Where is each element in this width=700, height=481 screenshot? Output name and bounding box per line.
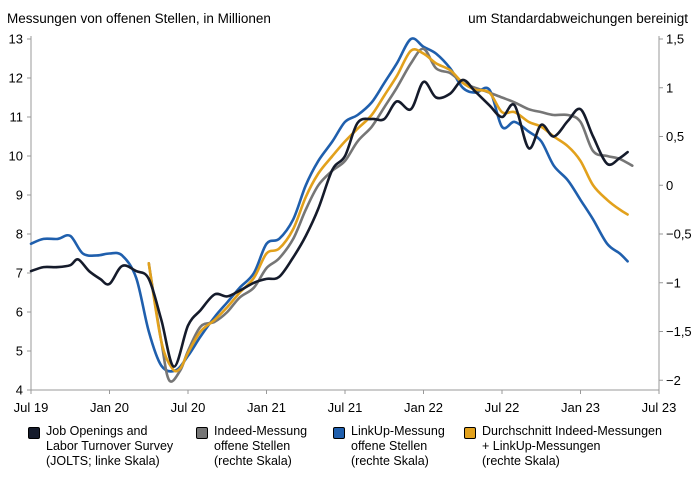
legend-label-avg: Durchschnitt Indeed-Messungen + LinkUp-M… xyxy=(482,424,662,468)
right-tick-label: −1 xyxy=(666,275,681,290)
right-tick-label: 1,5 xyxy=(666,32,684,47)
right-tick-label: 1 xyxy=(666,80,673,95)
x-tick-label: Jul 21 xyxy=(328,400,363,415)
legend-swatch-indeed xyxy=(196,427,208,439)
legend-swatch-linkup xyxy=(333,427,345,439)
series-line-avg xyxy=(147,48,629,373)
legend-label-indeed: Indeed-Messung offene Stellen (rechte Sk… xyxy=(214,424,308,468)
left-tick-label: 13 xyxy=(9,32,23,47)
series-line-jolts xyxy=(29,78,629,368)
x-tick-label: Jan 22 xyxy=(404,400,443,415)
legend-item-jolts: Job Openings and Labor Turnover Survey (… xyxy=(28,424,173,469)
right-axis-title: um Standardabweichungen bereinigt xyxy=(468,11,688,26)
x-tick-label: Jan 21 xyxy=(247,400,286,415)
series-line-linkup xyxy=(29,37,629,373)
x-tick-label: Jul 22 xyxy=(485,400,520,415)
left-tick-label: 10 xyxy=(9,149,23,164)
left-tick-label: 9 xyxy=(16,188,23,203)
left-tick-label: 12 xyxy=(9,71,23,86)
job-openings-chart: 4 5 6 7 8 9 10 11 12 13 −2 −1,5 −1 −0,5 0 0,5 1 1,5 Jul 19… xyxy=(9,32,692,416)
right-tick-label: −1,5 xyxy=(666,324,692,339)
legend-label-linkup: LinkUp-Messung offene Stellen (rechte Sk… xyxy=(351,424,445,468)
left-tick-label: 5 xyxy=(16,344,23,359)
right-tick-label: −0,5 xyxy=(666,227,692,242)
legend-item-avg: Durchschnitt Indeed-Messungen + LinkUp-M… xyxy=(464,424,662,469)
legend-item-indeed: Indeed-Messung offene Stellen (rechte Sk… xyxy=(196,424,307,469)
left-axis-title: Messungen von offenen Stellen, in Millio… xyxy=(7,11,271,26)
right-tick-label: 0,5 xyxy=(666,129,684,144)
left-tick-label: 6 xyxy=(16,305,23,320)
right-tick-label: −2 xyxy=(666,373,681,388)
chart-legend: Job Openings and Labor Turnover Survey (… xyxy=(0,424,700,481)
left-tick-label: 7 xyxy=(16,266,23,281)
legend-label-jolts: Job Openings and Labor Turnover Survey (… xyxy=(46,424,174,468)
left-tick-label: 8 xyxy=(16,227,23,242)
series-line-indeed xyxy=(147,47,634,383)
x-tick-label: Jul 20 xyxy=(171,400,206,415)
x-tick-label: Jul 19 xyxy=(14,400,49,415)
legend-item-linkup: LinkUp-Messung offene Stellen (rechte Sk… xyxy=(333,424,445,469)
legend-swatch-avg xyxy=(464,427,476,439)
x-tick-label: Jul 23 xyxy=(642,400,677,415)
x-tick-label: Jan 20 xyxy=(90,400,129,415)
legend-swatch-jolts xyxy=(28,427,40,439)
left-tick-label: 4 xyxy=(16,383,23,398)
left-tick-label: 11 xyxy=(10,110,24,125)
x-tick-label: Jan 23 xyxy=(561,400,600,415)
right-tick-label: 0 xyxy=(666,178,673,193)
